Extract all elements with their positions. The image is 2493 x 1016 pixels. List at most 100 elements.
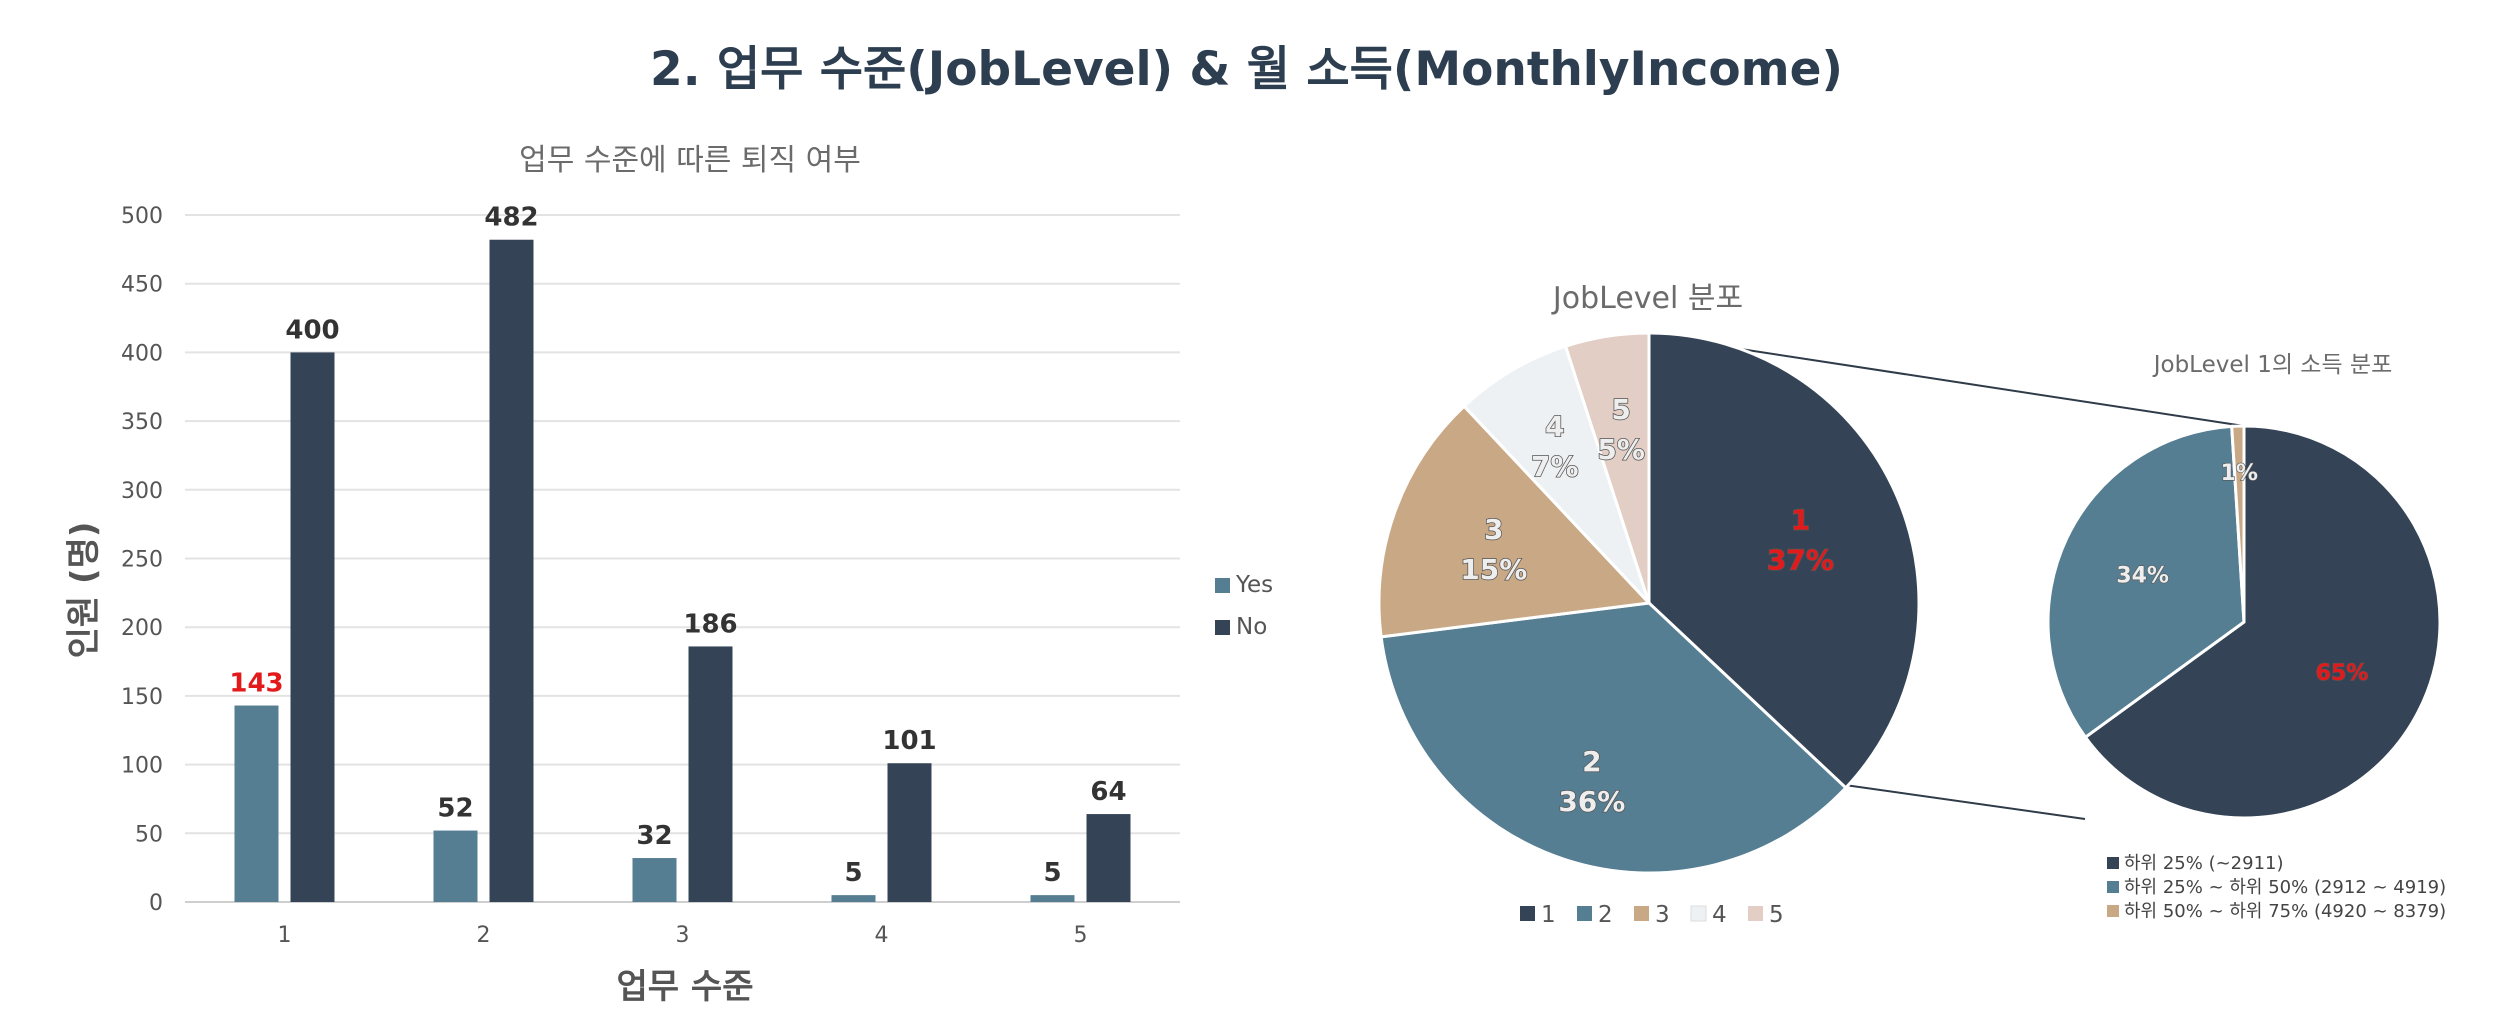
pie-chart-joblevel: JobLevel 분포 1 37% 2 36% 3 15% 4 7% 5 5% 1 2 3 4 5: [1377, 281, 2245, 928]
y-tick-label: 350: [121, 410, 163, 435]
x-tick-label: 2: [477, 923, 491, 948]
bar-y-axis-label: 인원 (명): [64, 522, 104, 659]
pie-label-percent: 36%: [1558, 785, 1625, 818]
bar-yes: [234, 705, 279, 902]
income-legend-label: 하위 25% (~2911): [2124, 853, 2284, 874]
y-tick-label: 400: [121, 341, 163, 366]
y-tick-label: 50: [135, 822, 163, 847]
income-pie-legend: 하위 25% (~2911) 하위 25% ~ 하위 50% (2912 ~ 49…: [2107, 853, 2446, 922]
pie-label-category: 4: [1545, 410, 1564, 443]
y-tick-label: 200: [121, 616, 163, 641]
pie-slice-5: [1563, 331, 1651, 604]
connector-line-top: [1648, 334, 2245, 427]
y-tick-label: 0: [149, 891, 163, 916]
legend-swatch: [1215, 578, 1230, 593]
income-legend-label: 하위 50% ~ 하위 75% (4920 ~ 8379): [2124, 901, 2446, 922]
bar-yes: [831, 895, 876, 902]
income-pie-slice: [2046, 424, 2246, 740]
bar-value-label: 400: [285, 315, 339, 345]
x-tick-label: 5: [1074, 923, 1088, 948]
bar-gridlines: [185, 214, 1180, 903]
y-tick-label: 150: [121, 685, 163, 710]
pie-legend-label: 2: [1598, 902, 1613, 928]
bar-x-ticks: 1 2 3 4 5: [278, 923, 1088, 948]
bar-value-label: 32: [636, 821, 672, 851]
bar-yes: [433, 830, 478, 902]
pie-labels: 1 37% 2 36% 3 15% 4 7% 5 5%: [1459, 392, 1834, 818]
pie-label-category: 3: [1484, 513, 1503, 546]
income-legend-swatch: [2107, 905, 2119, 917]
bar-value-label: 5: [844, 858, 862, 888]
y-tick-label: 300: [121, 479, 163, 504]
bar-yes: [1030, 895, 1075, 902]
pie-legend-swatch: [1690, 905, 1707, 922]
legend-swatch: [1215, 620, 1230, 635]
bar-x-axis-label: 업무 수준: [617, 967, 754, 1007]
income-pie-slice: [2230, 424, 2246, 623]
bar-no: [887, 763, 932, 902]
income-pie-title: JobLevel 1의 소득 분포: [2152, 352, 2393, 378]
bar-value-label: 52: [437, 794, 473, 824]
x-tick-label: 1: [278, 923, 292, 948]
pie-label-percent: 15%: [1460, 553, 1527, 586]
income-pie-label: 65%: [2316, 661, 2369, 686]
bar-no: [688, 646, 733, 902]
pie-legend-swatch: [1634, 906, 1649, 921]
pie-label-category: 5: [1611, 393, 1630, 426]
page-title: 2. 업무 수준(JobLevel) & 월 소득(MonthlyIncome): [650, 42, 1843, 97]
bar-chart: 업무 수준에 따른 퇴직 여부 0 50 100 150 200 250 300 350 400…: [64, 143, 1273, 1007]
pie-legend-label: 4: [1712, 902, 1727, 928]
bar-value-label: 482: [484, 203, 538, 233]
legend-label: No: [1236, 614, 1267, 640]
bar-no: [290, 352, 335, 902]
x-tick-label: 3: [676, 923, 690, 948]
bar-no: [489, 239, 534, 902]
pie-legend-label: 5: [1769, 902, 1784, 928]
bar-chart-title: 업무 수준에 따른 퇴직 여부: [519, 143, 861, 178]
pie-chart-title: JobLevel 분포: [1551, 281, 1743, 316]
bar-value-label: 5: [1043, 858, 1061, 888]
pie-legend-label: 3: [1655, 902, 1670, 928]
bar-marks: 143 400 52 482 32 186 5 101 5 64: [229, 203, 1131, 902]
pie-label-percent: 37%: [1767, 543, 1834, 576]
y-tick-label: 250: [121, 548, 163, 573]
pie-label-percent: 5%: [1597, 433, 1645, 466]
y-tick-label: 100: [121, 754, 163, 779]
income-legend-label: 하위 25% ~ 하위 50% (2912 ~ 4919): [2124, 877, 2446, 898]
pie-slice-3: [1377, 404, 1653, 639]
pie-slice-2: [1379, 601, 1848, 875]
connector-line-bottom: [1844, 784, 2086, 820]
pie-slice-1: [1647, 331, 1921, 790]
pie-label-category: 2: [1582, 745, 1601, 778]
bar-value-label: 143: [229, 669, 283, 699]
income-pie-slices: [2046, 424, 2442, 820]
pie-chart-income: JobLevel 1의 소득 분포 65% 34% 1% 하위 25% (~2911…: [2046, 352, 2446, 922]
income-pie-labels: 65% 34% 1%: [2116, 460, 2369, 686]
pie-label-percent: 7%: [1531, 450, 1579, 483]
bar-value-label: 186: [683, 609, 737, 639]
income-pie-label: 34%: [2116, 563, 2169, 588]
pie-slices: [1377, 331, 1921, 875]
legend-label: Yes: [1235, 572, 1273, 598]
pie-legend-label: 1: [1541, 902, 1556, 928]
y-tick-label: 500: [121, 204, 163, 229]
bar-y-ticks: 0 50 100 150 200 250 300 350 400 450 500: [121, 204, 163, 916]
bar-value-label: 64: [1090, 777, 1126, 807]
income-legend-swatch: [2107, 881, 2119, 893]
pie-label-category: 1: [1791, 503, 1810, 536]
income-pie-slice: [2083, 424, 2442, 820]
y-tick-label: 450: [121, 273, 163, 298]
pie-slice-4: [1462, 344, 1651, 605]
bar-no: [1086, 814, 1131, 902]
bar-yes: [632, 858, 677, 902]
pie-legend-swatch: [1577, 906, 1592, 921]
x-tick-label: 4: [875, 923, 889, 948]
income-pie-label: 1%: [2221, 461, 2258, 486]
pie-legend-swatch: [1748, 906, 1763, 921]
pie-legend-swatch: [1520, 906, 1535, 921]
income-legend-swatch: [2107, 857, 2119, 869]
bar-value-label: 101: [882, 726, 936, 756]
pie-legend: 1 2 3 4 5: [1520, 902, 1784, 928]
